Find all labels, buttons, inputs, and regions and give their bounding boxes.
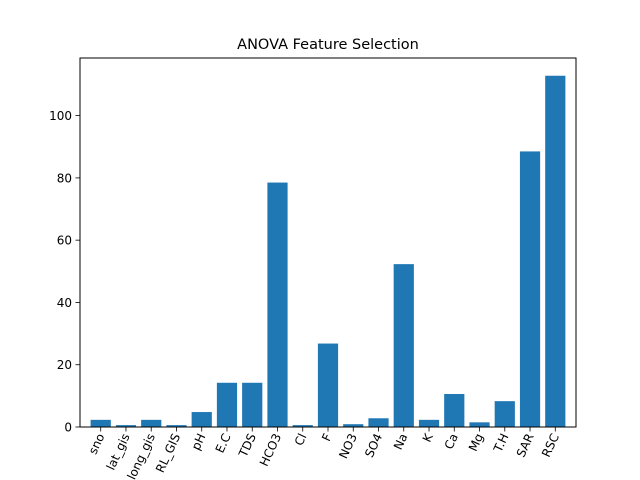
bar-ph	[191, 412, 212, 427]
chart-title: ANOVA Feature Selection	[237, 37, 419, 53]
bar-t-h	[494, 401, 515, 427]
y-tick-label: 60	[57, 234, 72, 248]
bar-hco3	[267, 182, 288, 427]
x-tick-label: pH	[189, 431, 209, 452]
bar-sno	[90, 419, 111, 427]
x-tick-label: Na	[391, 431, 411, 452]
bar-f	[317, 343, 339, 427]
y-tick-label: 80	[57, 171, 72, 185]
bar-cl	[292, 425, 313, 427]
bar-lat-gis	[115, 425, 137, 427]
bar-na	[393, 264, 414, 427]
y-axis: 0 20 40 60 80 100	[49, 109, 80, 435]
bar-long-gis	[141, 419, 162, 427]
x-tick-label: Mg	[466, 431, 486, 453]
bar-no3	[343, 424, 364, 427]
bar-e-c	[216, 382, 238, 427]
y-tick-label: 0	[64, 421, 72, 435]
y-tick-label: 40	[57, 296, 72, 310]
bar-ca	[444, 393, 465, 427]
bar-mg	[469, 422, 490, 427]
bar-sar	[519, 151, 541, 428]
bar-k	[418, 419, 440, 427]
y-tick-label: 100	[49, 109, 72, 123]
bar-so4	[368, 418, 389, 427]
bars-group	[90, 75, 566, 428]
plot-frame	[79, 57, 577, 428]
x-tick-label: Cl	[292, 431, 310, 448]
bar-rl-gis	[166, 425, 187, 427]
bar-tds	[242, 382, 263, 427]
x-tick-label: Ca	[442, 431, 461, 451]
y-tick-label: 20	[57, 358, 72, 372]
bar-rsc	[545, 75, 566, 427]
